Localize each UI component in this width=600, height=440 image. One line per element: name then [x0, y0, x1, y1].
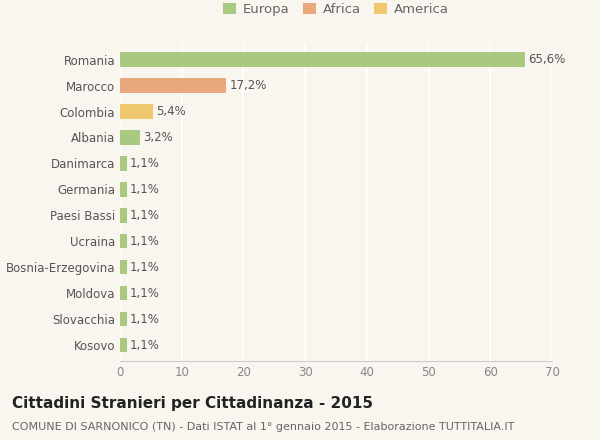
Bar [120, 52, 525, 67]
Bar [120, 78, 226, 93]
Bar [120, 104, 154, 119]
Text: 1,1%: 1,1% [130, 183, 160, 196]
Bar [120, 208, 127, 223]
Bar [120, 182, 127, 197]
Bar [120, 130, 140, 145]
Bar [120, 234, 127, 249]
Bar [120, 260, 127, 275]
Text: 1,1%: 1,1% [130, 261, 160, 274]
Text: 3,2%: 3,2% [143, 131, 173, 144]
Text: 1,1%: 1,1% [130, 157, 160, 170]
Text: Cittadini Stranieri per Cittadinanza - 2015: Cittadini Stranieri per Cittadinanza - 2… [12, 396, 373, 411]
Legend: Europa, Africa, America: Europa, Africa, America [221, 0, 451, 18]
Text: 1,1%: 1,1% [130, 235, 160, 248]
Text: COMUNE DI SARNONICO (TN) - Dati ISTAT al 1° gennaio 2015 - Elaborazione TUTTITAL: COMUNE DI SARNONICO (TN) - Dati ISTAT al… [12, 422, 514, 433]
Bar [120, 286, 127, 301]
Text: 1,1%: 1,1% [130, 209, 160, 222]
Bar [120, 156, 127, 171]
Bar [120, 338, 127, 352]
Text: 1,1%: 1,1% [130, 313, 160, 326]
Text: 17,2%: 17,2% [229, 79, 266, 92]
Text: 5,4%: 5,4% [157, 105, 186, 118]
Bar [120, 312, 127, 326]
Text: 1,1%: 1,1% [130, 287, 160, 300]
Text: 65,6%: 65,6% [528, 53, 565, 66]
Text: 1,1%: 1,1% [130, 339, 160, 352]
